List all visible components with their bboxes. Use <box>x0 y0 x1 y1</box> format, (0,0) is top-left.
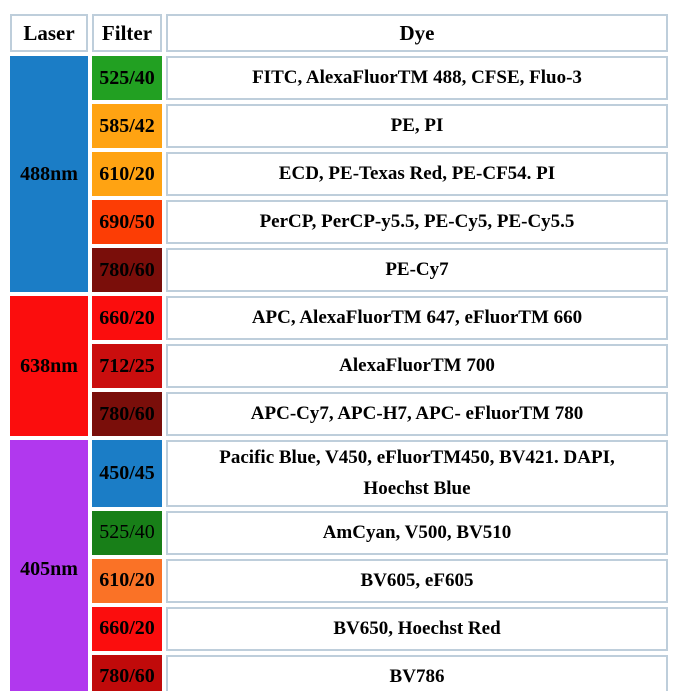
header-filter: Filter <box>92 14 162 52</box>
table-row: 525/40 AmCyan, V500, BV510 <box>10 510 668 555</box>
filter-cell-610-20: 610/20 <box>92 152 162 196</box>
dye-line-1: Pacific Blue, V450, eFluorTM450, BV421. … <box>219 447 615 468</box>
filter-cell-585-42: 585/42 <box>92 104 162 148</box>
table-row: 405nm 450/45 Pacific Blue, V450, eFluorT… <box>10 440 668 691</box>
table-row: 610/20 BV605, eF605 <box>10 558 668 603</box>
filter-cell-660-20: 660/20 <box>92 606 162 651</box>
filter-cell-610-20: 610/20 <box>92 558 162 603</box>
table-row: 712/25 AlexaFluorTM 700 <box>10 344 668 388</box>
table-row: 780/60 BV786 <box>10 654 668 691</box>
filter-cell-690-50: 690/50 <box>92 200 162 244</box>
filter-cell-780-60: 780/60 <box>92 392 162 436</box>
filter-cell-780-60: 780/60 <box>92 248 162 292</box>
table-row: 488nm 525/40 FITC, AlexaFluorTM 488, CFS… <box>10 56 668 292</box>
filter-cell-660-20: 660/20 <box>92 296 162 340</box>
filter-cell-780-60: 780/60 <box>92 654 162 691</box>
dye-cell: APC, AlexaFluorTM 647, eFluorTM 660 <box>166 296 668 340</box>
dye-cell: AlexaFluorTM 700 <box>166 344 668 388</box>
laser-filter-dye-table: Laser Filter Dye 488nm 525/40 FITC, Alex… <box>6 10 672 691</box>
laser-cell-405nm: 405nm <box>10 440 88 691</box>
dye-cell: APC-Cy7, APC-H7, APC- eFluorTM 780 <box>166 392 668 436</box>
table-row: 780/60 APC-Cy7, APC-H7, APC- eFluorTM 78… <box>10 392 668 436</box>
filter-cell-525-40: 525/40 <box>92 56 162 100</box>
filter-cell-525-40: 525/40 <box>92 510 162 555</box>
filter-cell-450-45: 450/45 <box>92 440 162 507</box>
dye-cell: AmCyan, V500, BV510 <box>166 510 668 555</box>
header-row: Laser Filter Dye <box>10 14 668 52</box>
dye-cell: FITC, AlexaFluorTM 488, CFSE, Fluo-3 <box>166 56 668 100</box>
dye-cell: PE, PI <box>166 104 668 148</box>
header-laser: Laser <box>10 14 88 52</box>
header-dye: Dye <box>166 14 668 52</box>
laser-cell-638nm: 638nm <box>10 296 88 436</box>
dye-cell: ECD, PE-Texas Red, PE-CF54. PI <box>166 152 668 196</box>
dye-cell: BV650, Hoechst Red <box>166 606 668 651</box>
table-row: 690/50 PerCP, PerCP-y5.5, PE-Cy5, PE-Cy5… <box>10 200 668 244</box>
table-row: 660/20 BV650, Hoechst Red <box>10 606 668 651</box>
laser-cell-488nm: 488nm <box>10 56 88 292</box>
filter-cell-712-25: 712/25 <box>92 344 162 388</box>
dye-cell: PerCP, PerCP-y5.5, PE-Cy5, PE-Cy5.5 <box>166 200 668 244</box>
table-row: 610/20 ECD, PE-Texas Red, PE-CF54. PI <box>10 152 668 196</box>
dye-cell: Pacific Blue, V450, eFluorTM450, BV421. … <box>166 440 668 507</box>
table-row: 638nm 660/20 APC, AlexaFluorTM 647, eFlu… <box>10 296 668 436</box>
dye-cell: BV605, eF605 <box>166 558 668 603</box>
dye-line-2: Hoechst Blue <box>363 478 471 500</box>
table-row: 780/60 PE-Cy7 <box>10 248 668 292</box>
table-row: 585/42 PE, PI <box>10 104 668 148</box>
dye-cell: PE-Cy7 <box>166 248 668 292</box>
dye-cell: BV786 <box>166 654 668 691</box>
